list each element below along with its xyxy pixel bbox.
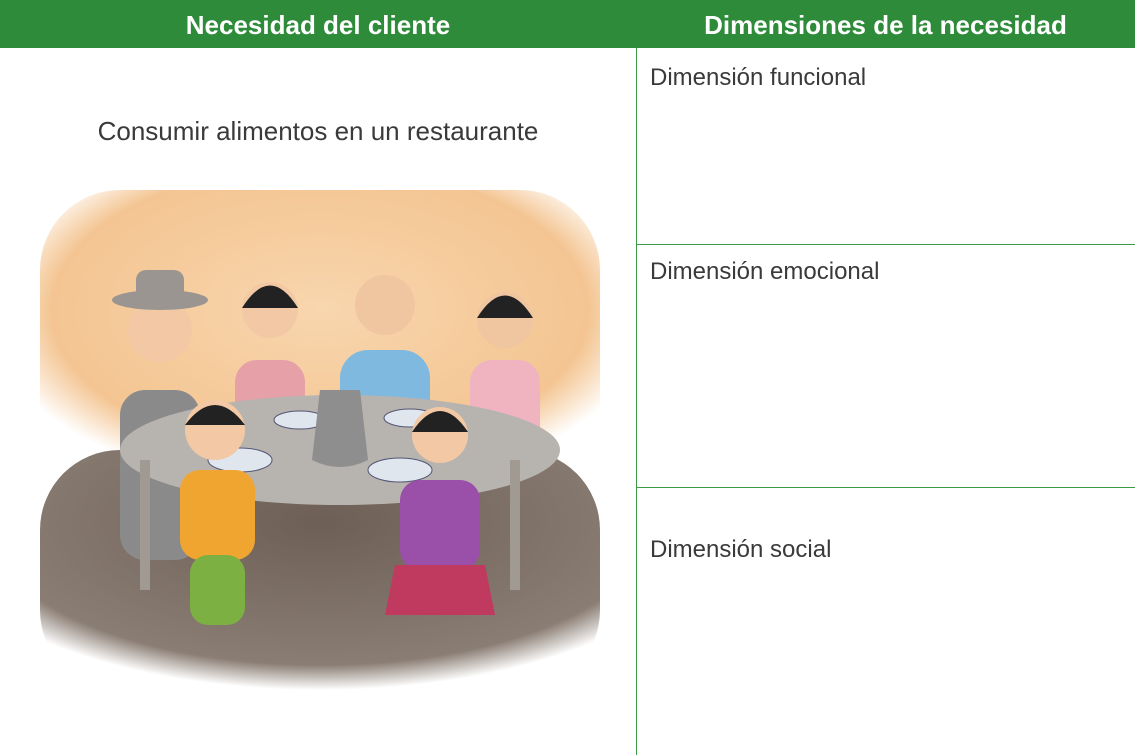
table-header: Necesidad del cliente Dimensiones de la …	[0, 0, 1135, 48]
table-leg	[140, 460, 150, 590]
row-divider	[636, 244, 1135, 245]
dimension-label: Dimensión emocional	[650, 258, 880, 285]
column-divider	[636, 48, 637, 755]
dimension-label: Dimensión social	[650, 536, 832, 563]
jug	[312, 390, 368, 467]
children	[180, 400, 495, 625]
illustration	[40, 190, 600, 690]
header-cell: Dimensiones de la necesidad	[704, 10, 1067, 40]
plates	[207, 390, 437, 483]
table-leg	[510, 460, 520, 590]
dimension-label: Dimensión funcional	[650, 64, 867, 91]
row-divider	[636, 487, 1135, 488]
header-cell: Necesidad del cliente	[185, 10, 451, 40]
need-text: Consumir alimentos en un restaurante	[97, 116, 539, 146]
